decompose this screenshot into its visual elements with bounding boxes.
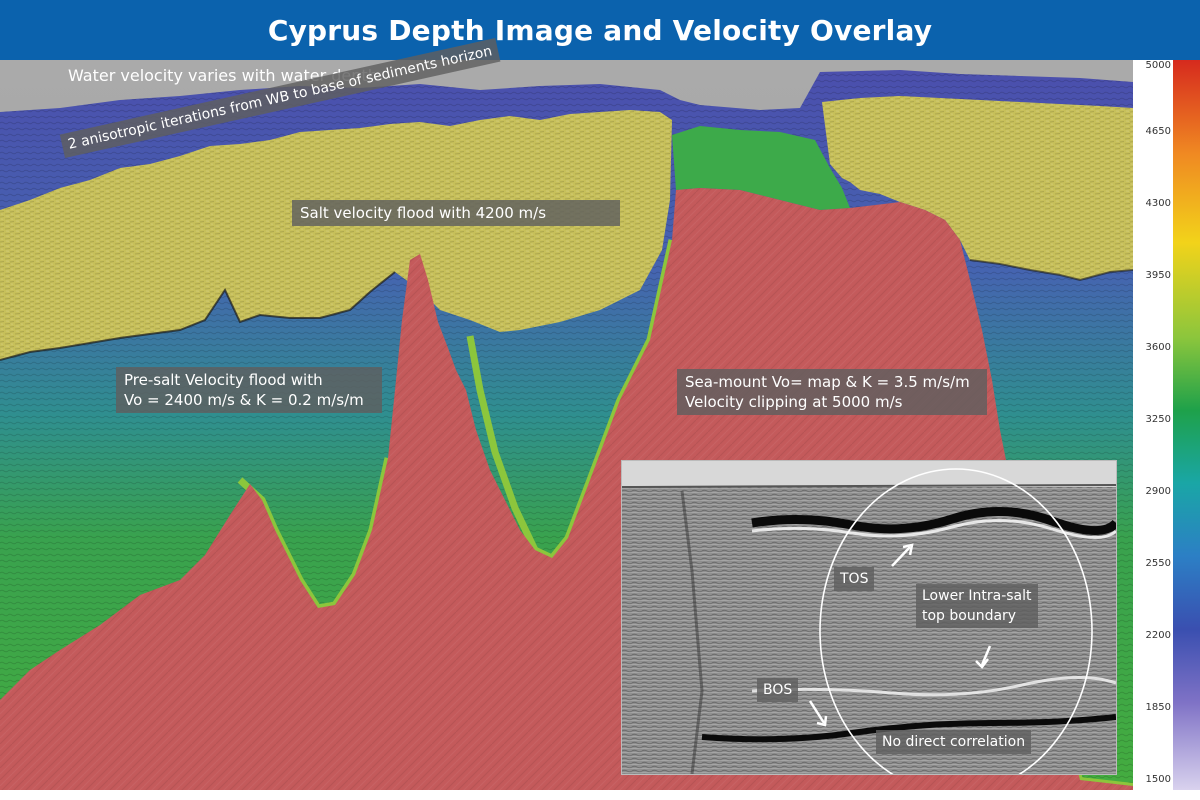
velocity-colorbar xyxy=(1173,60,1200,790)
colorbar-tick-label: 3250 xyxy=(1145,414,1171,425)
inset-seismic-panel xyxy=(621,460,1117,775)
highlight-circle xyxy=(819,468,1093,774)
bos-label: BOS xyxy=(757,678,799,702)
lower-intra-salt-line-1: Lower Intra-salt xyxy=(922,588,1032,604)
lower-intra-salt-label: Lower Intra-salt top boundary xyxy=(916,584,1038,628)
colorbar-tick-label: 5000 xyxy=(1145,60,1171,71)
colorbar-tick-label: 1850 xyxy=(1145,702,1171,713)
tos-label: TOS xyxy=(834,567,875,591)
no-direct-correlation-label: No direct correlation xyxy=(876,730,1032,754)
title-bar: Cyprus Depth Image and Velocity Overlay xyxy=(0,0,1200,60)
colorbar-tick-label: 1500 xyxy=(1145,774,1171,785)
presalt-line-1: Pre-salt Velocity flood with xyxy=(124,371,323,389)
colorbar-tick-label: 4300 xyxy=(1145,198,1171,209)
colorbar-tick-label: 4650 xyxy=(1145,126,1171,137)
velocity-color-scale: 5000 4650 4300 3950 3600 3250 2900 2550 2200 1850… xyxy=(1133,60,1200,790)
seamount-line-1: Sea-mount Vo= map & K = 3.5 m/s/m xyxy=(685,373,970,391)
presalt-line-2: Vo = 2400 m/s & K = 0.2 m/s/m xyxy=(124,391,364,409)
colorbar-tick-label: 2200 xyxy=(1145,630,1171,641)
seamount-velocity-label: Sea-mount Vo= map & K = 3.5 m/s/m Veloci… xyxy=(677,369,987,415)
colorbar-tick-label: 3950 xyxy=(1145,270,1171,281)
salt-velocity-label: Salt velocity flood with 4200 m/s xyxy=(292,200,620,226)
presalt-velocity-label: Pre-salt Velocity flood with Vo = 2400 m… xyxy=(116,367,382,413)
seamount-line-2: Velocity clipping at 5000 m/s xyxy=(685,393,903,411)
colorbar-tick-label: 2900 xyxy=(1145,486,1171,497)
colorbar-tick-label: 3600 xyxy=(1145,342,1171,353)
colorbar-tick-label: 2550 xyxy=(1145,558,1171,569)
page-title: Cyprus Depth Image and Velocity Overlay xyxy=(267,14,933,47)
lower-intra-salt-line-2: top boundary xyxy=(922,608,1017,624)
